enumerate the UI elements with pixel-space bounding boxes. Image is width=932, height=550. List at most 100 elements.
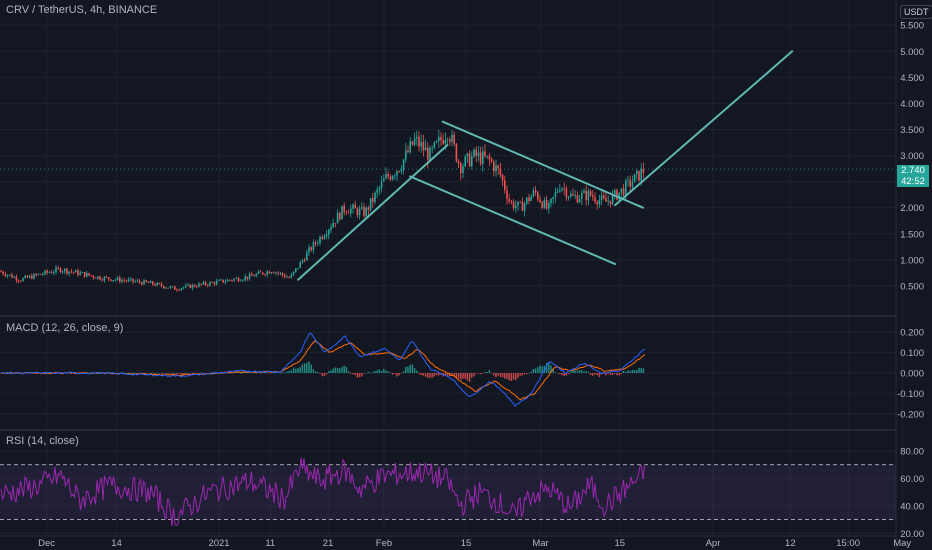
candle-body xyxy=(383,178,385,182)
macd-histogram-bar xyxy=(629,371,631,373)
candle-body xyxy=(640,168,642,181)
candle-body xyxy=(156,282,158,286)
macd-histogram-bar xyxy=(396,373,398,377)
macd-histogram-bar xyxy=(255,373,257,374)
candle-body xyxy=(332,223,334,228)
currency-button[interactable]: USDT xyxy=(900,5,932,19)
candle-body xyxy=(627,179,629,181)
macd-histogram-bar xyxy=(464,373,466,379)
macd-histogram-bar xyxy=(528,372,530,374)
candle-body xyxy=(255,274,257,277)
macd-histogram-bar xyxy=(618,373,620,376)
candle-body xyxy=(11,274,13,278)
candle-body xyxy=(17,280,20,282)
macd-histogram-bar xyxy=(277,372,279,373)
macd-histogram-bar xyxy=(453,373,455,376)
macd-histogram-bar xyxy=(226,372,229,374)
macd-histogram-bar xyxy=(545,362,548,373)
candle-body xyxy=(50,272,53,274)
candle-body xyxy=(532,190,535,197)
macd-histogram-bar xyxy=(576,370,579,373)
macd-histogram-bar xyxy=(537,367,539,373)
macd-histogram-bar xyxy=(240,372,242,374)
candle-body xyxy=(185,285,187,288)
candle-body xyxy=(453,134,455,144)
trendline-0 xyxy=(297,144,449,281)
time-tick-label: 15 xyxy=(614,538,625,549)
candle-body xyxy=(248,274,251,279)
macd-histogram-bar xyxy=(361,373,363,377)
macd-histogram-bar xyxy=(541,366,543,373)
candle-body xyxy=(22,278,24,282)
candle-body xyxy=(101,279,103,281)
macd-histogram-bar xyxy=(620,373,623,375)
price-tick-label: 1.000 xyxy=(900,255,924,266)
candle-body xyxy=(325,234,328,237)
candle-body xyxy=(310,247,312,251)
macd-histogram-bar xyxy=(578,370,581,373)
symbol-title[interactable]: CRV / TetherUS, 4h, BINANCE xyxy=(6,4,158,16)
last-price-value: 2.740 xyxy=(901,165,925,176)
macd-histogram-bar xyxy=(185,372,187,374)
rsi-title[interactable]: RSI (14, close) xyxy=(6,435,79,447)
macd-histogram-bar xyxy=(229,373,231,374)
candle-body xyxy=(288,277,290,278)
candle-body xyxy=(138,280,141,283)
candle-body xyxy=(277,272,279,274)
candle-body xyxy=(275,272,277,274)
macd-histogram-bar xyxy=(596,373,598,376)
candle-body xyxy=(572,194,574,196)
candle-body xyxy=(209,282,211,286)
macd-histogram-bar xyxy=(640,368,642,373)
rsi-tick-label: 20.00 xyxy=(900,529,924,540)
candle-body xyxy=(405,150,407,160)
candle-body xyxy=(213,282,216,285)
candle-body xyxy=(86,273,88,277)
macd-histogram-bar xyxy=(121,372,123,373)
macd-histogram-bar xyxy=(416,370,418,373)
candle-body xyxy=(198,283,200,287)
price-candles xyxy=(0,129,645,292)
trendlines[interactable] xyxy=(297,50,794,281)
trendline-2 xyxy=(441,120,645,209)
candle-body xyxy=(215,280,218,285)
macd-histogram-bar xyxy=(152,372,154,374)
bar-countdown: 42:52 xyxy=(901,176,925,187)
macd-histogram-bar xyxy=(321,373,323,377)
candle-body xyxy=(501,174,504,181)
candle-body xyxy=(365,207,367,217)
macd-histogram-bar xyxy=(457,373,460,379)
macd-histogram-bar xyxy=(178,373,180,374)
candle-body xyxy=(178,289,180,291)
candle-body xyxy=(266,271,268,275)
macd-histogram-bar xyxy=(352,373,354,375)
macd-histogram-bar xyxy=(290,370,293,373)
macd-histogram-bar xyxy=(231,373,233,374)
candle-body xyxy=(88,273,90,276)
macd-indicator xyxy=(0,332,646,408)
macd-histogram-bar xyxy=(429,373,431,378)
candle-body xyxy=(33,273,35,279)
candle-body xyxy=(512,201,515,209)
macd-histogram-bar xyxy=(420,373,422,376)
price-tick-label: 1.500 xyxy=(900,229,924,240)
candle-body xyxy=(314,242,317,244)
candle-body xyxy=(387,174,389,177)
macd-histogram-bar xyxy=(224,373,227,374)
candle-body xyxy=(28,275,31,278)
candle-body xyxy=(541,202,543,208)
candle-body xyxy=(519,201,521,203)
macd-histogram-bar xyxy=(446,373,449,376)
macd-histogram-bar xyxy=(631,369,634,373)
macd-histogram-bar xyxy=(473,373,475,377)
candle-body xyxy=(482,151,484,164)
macd-histogram-bar xyxy=(180,373,183,375)
candle-body xyxy=(182,287,185,289)
trendline-3 xyxy=(614,50,794,207)
candle-body xyxy=(297,267,299,269)
macd-histogram-bar xyxy=(39,373,42,375)
macd-title[interactable]: MACD (12, 26, close, 9) xyxy=(6,322,124,334)
candle-body xyxy=(270,272,273,274)
macd-tick-label: 0.000 xyxy=(900,369,924,380)
